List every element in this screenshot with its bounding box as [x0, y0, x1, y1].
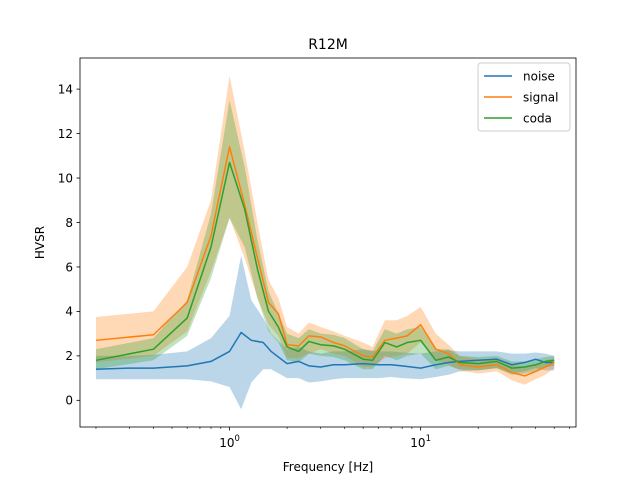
band-coda: [95, 100, 555, 375]
y-axis-label: HVSR: [33, 226, 47, 259]
band-signal: [95, 75, 555, 385]
y-tick-label: 14: [58, 82, 73, 96]
plot-frame: [79, 57, 577, 428]
line-signal: [95, 146, 555, 377]
confidence-bands: [95, 75, 555, 410]
x-tick-label: 100: [219, 434, 240, 450]
legend-label-noise: noise: [523, 69, 555, 83]
x-tick-label: 101: [410, 434, 431, 450]
y-tick-label: 2: [65, 349, 73, 363]
legend-box: [477, 62, 571, 132]
y-tick-label: 0: [65, 394, 73, 408]
y-tick-label: 4: [65, 305, 73, 319]
x-axis-label: Frequency [Hz]: [283, 460, 374, 474]
line-noise: [95, 331, 555, 370]
y-tick-label: 8: [65, 216, 73, 230]
y-tick-label: 10: [58, 171, 73, 185]
y-tick-label: 6: [65, 260, 73, 274]
chart-title: R12M: [308, 37, 348, 53]
legend-label-coda: coda: [523, 111, 552, 125]
y-tick-label: 12: [58, 127, 73, 141]
series-lines: [95, 146, 555, 377]
legend: noise signal coda: [477, 62, 571, 132]
band-noise: [95, 255, 555, 410]
y-axis-ticks: 0 2 4 6 8 10 12 14: [58, 82, 80, 408]
legend-label-signal: signal: [523, 90, 559, 104]
x-axis-ticks: 100 101: [95, 427, 570, 450]
line-coda: [95, 161, 555, 369]
